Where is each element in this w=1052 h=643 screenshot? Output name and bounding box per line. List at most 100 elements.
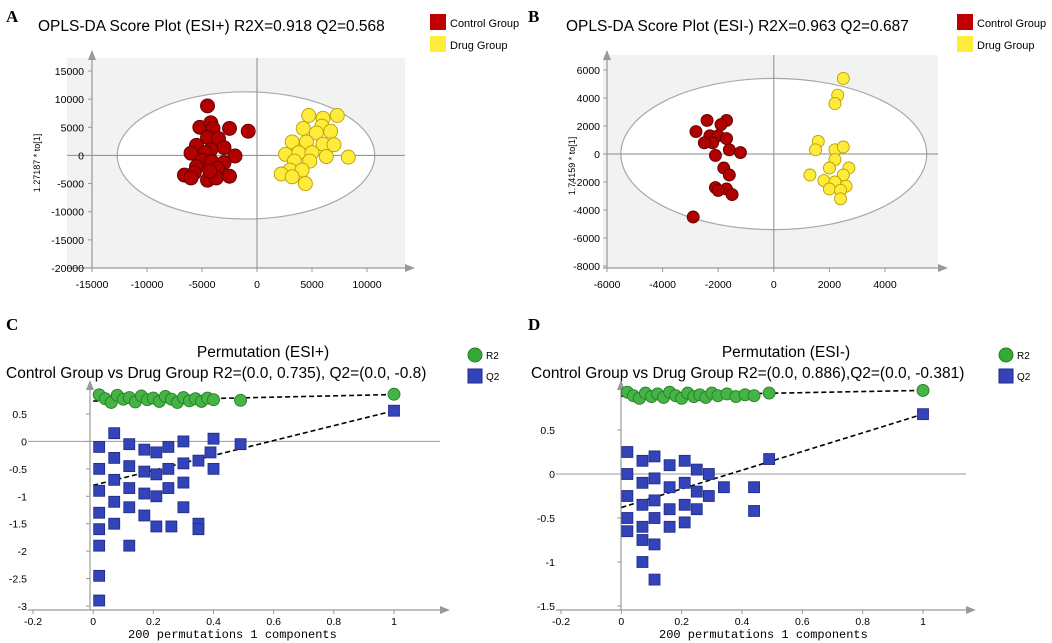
legend-label: Drug Group xyxy=(450,40,507,52)
data-point xyxy=(720,132,733,146)
data-point xyxy=(663,459,676,472)
data-point xyxy=(162,441,175,453)
data-point xyxy=(222,168,237,184)
data-point xyxy=(222,120,237,136)
x-tick-label: 1 xyxy=(920,616,926,628)
data-point xyxy=(725,188,739,202)
y-tick-label: -0.5 xyxy=(9,464,27,476)
data-point xyxy=(678,476,691,489)
y-axis-arrow xyxy=(603,50,611,60)
panel-c: C Permutation (ESI+) Control Group vs Drug… xyxy=(6,315,500,642)
data-point xyxy=(93,523,106,536)
data-point xyxy=(762,386,776,400)
data-point xyxy=(93,506,106,519)
panel-label: A xyxy=(6,7,19,26)
x-tick-label: -15000 xyxy=(76,279,109,291)
data-point xyxy=(747,389,761,403)
data-point xyxy=(388,404,400,417)
data-point xyxy=(150,490,163,503)
data-point xyxy=(621,525,634,538)
data-point xyxy=(183,170,199,186)
y-tick-label: 0 xyxy=(594,149,600,161)
data-point xyxy=(123,501,136,514)
y-tick-label: -1.5 xyxy=(537,601,555,613)
y-tick-label: -1.5 xyxy=(9,519,27,531)
data-point xyxy=(663,503,676,516)
series-drug-group xyxy=(803,71,856,206)
data-point xyxy=(718,481,730,494)
series-q2 xyxy=(93,404,400,607)
y-tick-label: -8000 xyxy=(573,261,600,273)
data-point xyxy=(123,460,136,473)
x-tick-label: 0.6 xyxy=(266,616,281,628)
data-point xyxy=(234,393,248,407)
y-tick-label: -2.5 xyxy=(9,574,27,586)
panel-label: B xyxy=(528,7,539,26)
legend-label: Control Group xyxy=(450,18,519,30)
data-point xyxy=(828,97,842,111)
data-point xyxy=(177,476,190,489)
x-tick-label: 0 xyxy=(618,616,624,628)
data-point xyxy=(648,512,661,524)
x-tick-label: 5000 xyxy=(300,279,324,291)
data-point xyxy=(138,443,151,456)
data-point xyxy=(678,516,691,529)
x-tick-label: 0 xyxy=(90,616,96,628)
legend-label: Q2 xyxy=(486,372,500,383)
data-point xyxy=(138,509,151,522)
x-tick-label: 0.4 xyxy=(735,616,750,628)
x-tick-label: -6000 xyxy=(594,279,621,291)
x-tick-label: 1 xyxy=(391,616,397,628)
data-point xyxy=(326,137,342,153)
legend-marker-r2 xyxy=(998,347,1014,363)
data-point xyxy=(636,520,649,533)
x-axis-arrow xyxy=(938,264,948,272)
y-tick-label: 0.5 xyxy=(12,409,27,421)
x-tick-label: 0.4 xyxy=(206,616,221,628)
data-point xyxy=(138,487,151,500)
y-axis-arrow xyxy=(88,50,96,60)
data-point xyxy=(708,148,722,162)
data-point xyxy=(836,71,850,85)
data-point xyxy=(227,148,243,164)
data-point xyxy=(108,451,121,464)
data-point xyxy=(689,125,703,139)
y-tick-label: -6000 xyxy=(573,233,600,245)
data-point xyxy=(636,556,649,568)
data-point xyxy=(648,573,661,586)
data-point xyxy=(733,146,747,160)
data-point xyxy=(663,520,676,533)
y-tick-label: -10000 xyxy=(51,207,84,219)
data-point xyxy=(93,484,106,497)
data-point xyxy=(207,432,220,445)
data-point xyxy=(822,161,836,175)
y-tick-label: 0 xyxy=(78,150,84,162)
data-point xyxy=(138,465,151,478)
data-point xyxy=(340,149,356,165)
data-point xyxy=(636,476,649,489)
data-point xyxy=(150,520,163,533)
data-point xyxy=(123,438,136,451)
y-tick-label: 5000 xyxy=(61,122,85,134)
data-point xyxy=(697,136,711,150)
data-point xyxy=(663,481,676,494)
x-tick-label: -0.2 xyxy=(24,616,42,628)
series-drug-group xyxy=(273,108,356,192)
chart-title: Permutation (ESI+) xyxy=(197,344,329,361)
data-point xyxy=(678,454,691,467)
data-point xyxy=(323,123,339,139)
panel-b: B OPLS-DA Score Plot (ESI-) R2X=0.963 Q2=… xyxy=(528,7,1046,291)
y-axis-label: 1.27187 * to[1] xyxy=(32,134,42,193)
legend-swatch xyxy=(430,14,446,30)
data-point xyxy=(192,454,205,467)
chart-title: OPLS-DA Score Plot (ESI+) R2X=0.918 Q2=0… xyxy=(38,18,385,35)
data-point xyxy=(162,462,175,475)
x-tick-label: 0.8 xyxy=(855,616,870,628)
y-tick-label: -15000 xyxy=(51,235,84,247)
data-point xyxy=(93,594,106,607)
legend-swatch xyxy=(957,14,973,30)
x-axis-label: 200 permutations 1 components xyxy=(128,628,337,642)
data-point xyxy=(690,463,703,476)
chart-subtitle: Control Group vs Drug Group R2=(0.0, 0.8… xyxy=(531,365,964,382)
y-tick-label: 0 xyxy=(21,436,27,448)
